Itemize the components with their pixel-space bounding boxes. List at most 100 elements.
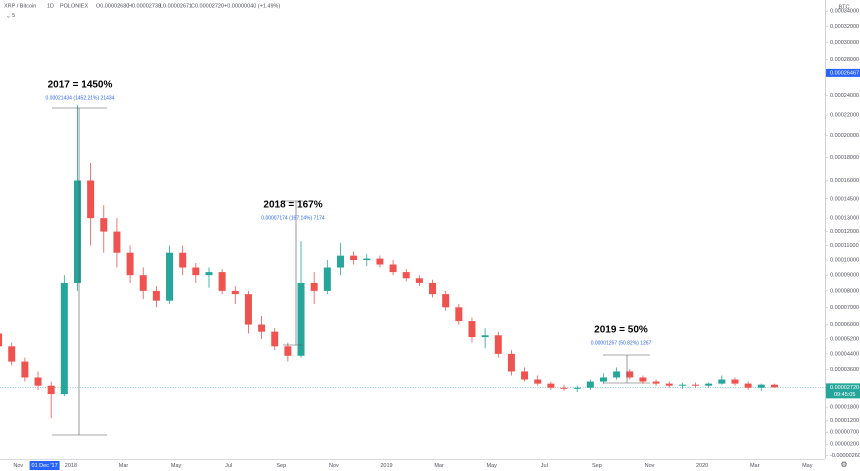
candle-body: [205, 272, 213, 276]
y-tick-label: 0.00010000: [830, 258, 859, 264]
currency-box[interactable]: [832, 2, 856, 12]
interval: 1D: [47, 3, 54, 9]
candle-body: [363, 258, 371, 261]
high: H0.00002738: [128, 3, 161, 9]
candle-body: [284, 346, 292, 356]
change: +0.00000040 (+1.49%): [224, 3, 280, 9]
candle-body: [507, 353, 515, 372]
x-tick-label: Nov: [13, 463, 23, 469]
candle-body: [34, 377, 42, 386]
y-tick-label: 0.00006000: [830, 322, 859, 328]
y-tick-label: 0.00007000: [830, 305, 859, 311]
y-tick-label: 0.00034000: [830, 9, 859, 15]
candle-body: [494, 335, 502, 354]
candle-body: [573, 387, 581, 389]
annotation-detail: 0.00007174 (167.14%) 7174: [261, 215, 325, 221]
candle-body: [692, 384, 700, 386]
y-tick-label: 0.00020000: [830, 133, 859, 139]
x-tick-label: Mar: [119, 463, 129, 469]
candle-body: [547, 383, 555, 388]
currency[interactable]: BTC: [839, 4, 850, 10]
candle-body: [297, 282, 305, 356]
candle-body: [389, 264, 397, 273]
annotation-title: 2017 = 1450%: [48, 80, 113, 91]
candle-body: [757, 384, 765, 388]
x-tick-label: Sep: [592, 463, 602, 469]
y-tick-label: 0.00011000: [830, 243, 859, 249]
x-tick-label: Sep: [276, 463, 286, 469]
x-tick-label: 2018: [65, 463, 77, 469]
y-tick-label: 0.00005200: [830, 336, 859, 342]
x-tick-label: 2020: [696, 463, 708, 469]
candle-body: [60, 282, 68, 395]
y-tick-label: 0.00028000: [830, 57, 859, 63]
candle-body: [87, 180, 95, 219]
exchange: POLONIEX: [60, 3, 88, 9]
x-tick-label: Jul: [225, 463, 232, 469]
x-tick-label: Mar: [750, 463, 760, 469]
candle-body: [231, 290, 239, 295]
candle-body: [139, 275, 147, 291]
candle-body: [626, 371, 634, 378]
y-tick-label: 0.00004400: [830, 351, 859, 357]
y-tick-label: 0.00008000: [830, 288, 859, 294]
candle-body: [731, 379, 739, 384]
annotation-detail: 0.00021434 (1452.21%) 21434: [46, 95, 115, 101]
legend-header: XRP / Bitcoin 1D POLONIEX O0.00002680 H0…: [4, 3, 280, 19]
x-tick-label: Nov: [645, 463, 655, 469]
y-tick-label: 0.00000700: [830, 430, 859, 436]
crosshair-date-box: [29, 461, 60, 470]
indicator-count: 5: [12, 13, 15, 19]
y-tick-label: -0.00000260: [830, 453, 860, 459]
candle-body: [534, 379, 542, 384]
candle-body: [73, 180, 81, 283]
y-tick-label: 0.00009000: [830, 273, 859, 279]
candle-body: [705, 383, 713, 386]
candle-body: [152, 290, 160, 301]
y-tick-label: 0.00000200: [830, 442, 859, 448]
candle-body: [718, 379, 726, 384]
indicator-toggle[interactable]: ⌄ 5: [6, 13, 15, 19]
candle-body: [271, 331, 279, 347]
candle-body: [310, 282, 318, 291]
y-tick-label: 0.00022000: [830, 113, 859, 119]
candle-body: [521, 371, 529, 380]
candle-body: [179, 252, 187, 268]
x-tick-label: 2019: [380, 463, 392, 469]
x-tick-label: 01 Dec '17: [32, 463, 58, 469]
candle-body: [113, 231, 121, 253]
candle-body: [218, 272, 226, 291]
candle-body: [258, 324, 266, 332]
annotation-detail: 0.00001267 (50.82%) 1267: [591, 340, 652, 346]
candle-body: [744, 383, 752, 388]
candle-body: [613, 371, 621, 378]
candle-body: [442, 294, 450, 308]
x-tick-label: May: [802, 463, 813, 469]
x-tick-label: Nov: [329, 463, 339, 469]
candle-body: [0, 333, 3, 347]
y-tick-label: 0.00001200: [830, 418, 859, 424]
annotation-title: 2018 = 167%: [263, 200, 322, 211]
y-tick-label: 0.00001800: [830, 405, 859, 411]
candle-body: [586, 381, 594, 388]
close: C0.00002720: [191, 3, 224, 9]
y-tick-label: 0.00014500: [830, 196, 859, 202]
candle-body: [47, 385, 55, 395]
candle-body: [336, 255, 344, 268]
candle-body: [639, 377, 647, 382]
candle-body: [468, 321, 476, 338]
y-tick-label: 0.00012000: [830, 229, 859, 235]
symbol: XRP / Bitcoin: [4, 3, 36, 9]
candle-body: [665, 383, 673, 386]
x-tick-label: May: [487, 463, 498, 469]
x-tick-label: May: [171, 463, 182, 469]
candle-body: [481, 335, 489, 338]
candle-body: [429, 282, 437, 295]
candle-body: [8, 346, 16, 362]
low: L0.00002671: [160, 3, 192, 9]
y-tick-label: 0.00003600: [830, 367, 859, 373]
settings-icon[interactable]: ⚙: [840, 460, 847, 469]
candle-body: [599, 377, 607, 382]
